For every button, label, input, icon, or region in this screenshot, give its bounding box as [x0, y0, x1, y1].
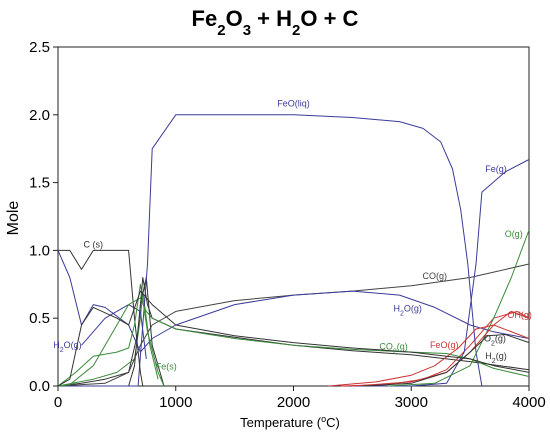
y-tick-label: 1.5	[29, 175, 50, 192]
y-tick-label: 0.0	[29, 378, 50, 395]
y-tick-label: 0.5	[29, 310, 50, 327]
y-tick-label: 2.5	[29, 39, 50, 56]
series-lines	[57, 114, 530, 387]
x-tick-label: 3000	[395, 394, 428, 411]
y-axis-label: Mole	[5, 201, 22, 236]
x-axis-label: Temperature (oC)	[240, 414, 340, 430]
series-label: H2O(g)	[53, 340, 81, 354]
series-label: O(g)	[505, 229, 523, 239]
series-label: OH(g)	[507, 310, 532, 320]
series-line-fe-s-	[57, 283, 165, 387]
series-label: CO2(g)	[379, 341, 407, 355]
series-line-co2-g-	[57, 297, 530, 387]
series-label: O2(g)	[484, 333, 506, 347]
y-tick-label: 1.0	[29, 242, 50, 259]
series-line-h2o-g-	[57, 250, 530, 353]
series-label: Fe(s)	[156, 362, 177, 372]
series-label: FeO(g)	[430, 340, 459, 350]
x-tick-label: 0	[54, 394, 62, 411]
series-line-feo-g-	[328, 324, 530, 387]
extra-series-line	[57, 277, 530, 387]
y-axis: 0.0 0.5 1.0 1.5 2.0 2.5	[29, 39, 58, 395]
series-label: C (s)	[84, 240, 104, 250]
x-tick-label: 2000	[277, 394, 310, 411]
x-tick-label: 1000	[159, 394, 192, 411]
x-tick-label: 4000	[512, 394, 545, 411]
series-labels: FeO(liq) C (s) CO(g) Fe(g) O(g) H2O(g) H2O(g) C…	[53, 99, 532, 372]
chart-title: Fe2O3 + H2O + C	[192, 6, 359, 39]
series-line-fe-g-	[352, 159, 530, 387]
x-axis: 0 1000 2000 3000 4000	[54, 386, 546, 411]
series-label: H2(g)	[485, 351, 506, 365]
series-label: FeO(liq)	[277, 99, 310, 109]
series-line-co-g-	[57, 263, 530, 387]
series-label: Fe(g)	[485, 164, 507, 174]
series-label: H2O(g)	[393, 303, 421, 317]
y-tick-label: 2.0	[29, 107, 50, 124]
series-line-h2-g-	[57, 290, 530, 387]
series-label: CO(g)	[423, 271, 448, 281]
series-line-o-g-	[387, 229, 530, 387]
series-line-feo-liq-	[58, 114, 483, 387]
extra-series-line	[128, 277, 165, 387]
series-line-o2-g-	[364, 334, 530, 387]
